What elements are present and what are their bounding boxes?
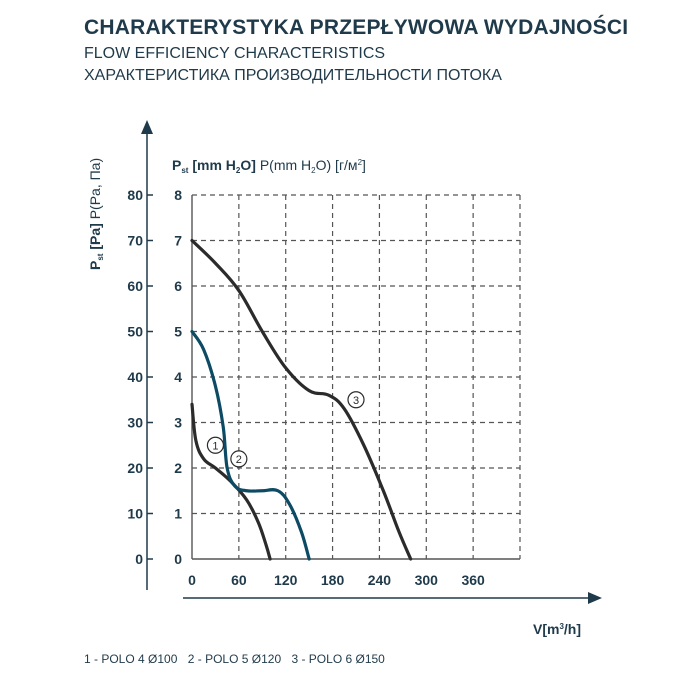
y-left-tick-label: 70 xyxy=(127,233,143,249)
x-tick-label: 240 xyxy=(368,572,392,588)
y-right-tick-label: 7 xyxy=(174,233,182,249)
chart-axes xyxy=(141,120,602,604)
y-left-tick-label: 40 xyxy=(127,369,143,385)
chart-subtitle-en: FLOW EFFICIENCY CHARACTERISTICS xyxy=(84,45,386,62)
legend-item-1: 1 - POLO 4 Ø100 xyxy=(84,652,178,666)
y-right-tick-label: 6 xyxy=(174,278,182,294)
x-tick-label: 180 xyxy=(321,572,345,588)
series-line-3 xyxy=(190,238,413,561)
chart-title: CHARAKTERYSTYKA PRZEPŁYWOWA WYDAJNOŚCI xyxy=(84,16,629,39)
y-axis-left-arrow xyxy=(141,120,153,134)
curve-label-circle-1 xyxy=(206,436,225,454)
y-right-tick-label: 4 xyxy=(174,369,182,385)
y-left-tick-label: 10 xyxy=(127,506,143,522)
x-tick-label: 120 xyxy=(274,572,298,588)
x-axis-arrow xyxy=(588,592,602,604)
chart-curve-labels: 1 2 3 xyxy=(206,391,365,468)
legend: 1 - POLO 4 Ø100 2 - POLO 5 Ø120 3 - POLO… xyxy=(84,652,392,666)
x-tick-label: 360 xyxy=(461,572,485,588)
legend-item-2: 2 - POLO 5 Ø120 xyxy=(187,652,282,666)
y-right-tick-label: 2 xyxy=(174,460,182,476)
y-left-tick-label: 30 xyxy=(127,415,143,431)
x-tick-label: 60 xyxy=(231,572,247,588)
chart-ticks: 0 60 120 180 240 300 3600123456780102030405060… xyxy=(127,187,485,588)
y-right-tick-label: 5 xyxy=(174,324,182,340)
curve-label-circle-3 xyxy=(347,391,365,409)
y-right-tick-label: 0 xyxy=(174,551,182,567)
chart-subtitle-ru: ХАРАКТЕРИСТИКА ПРОИЗВОДИТЕЛЬНОСТИ ПОТОКА xyxy=(84,67,502,84)
y-right-tick-label: 3 xyxy=(174,415,182,431)
y-left-tick-label: 60 xyxy=(127,278,143,294)
y-axis-left-label: Pst [Pa] P(Pa, Па) xyxy=(87,158,105,270)
curve-label-2: 2 xyxy=(236,454,242,466)
chart-grid xyxy=(191,194,521,560)
y-right-tick-label: 8 xyxy=(174,187,182,203)
y-left-tick-label: 20 xyxy=(127,460,143,476)
curve-label-3: 3 xyxy=(353,395,359,407)
curve-label-1: 1 xyxy=(212,440,218,452)
series-line-2 xyxy=(190,329,311,561)
legend-item-3: 3 - POLO 6 Ø150 xyxy=(291,652,385,666)
y-axis-right-label: Pst [mm H2O] P(mm H2O) [г/м2] xyxy=(172,157,366,175)
y-right-tick-label: 1 xyxy=(174,506,182,522)
x-tick-label: 0 xyxy=(188,572,196,588)
x-axis-label: V[m3/h] xyxy=(533,621,581,637)
curve-label-circle-2 xyxy=(230,450,248,468)
x-tick-label: 300 xyxy=(415,572,439,588)
y-left-tick-label: 50 xyxy=(127,324,143,340)
y-left-tick-label: 0 xyxy=(135,551,143,567)
chart-series xyxy=(190,238,413,561)
y-left-tick-label: 80 xyxy=(127,187,143,203)
